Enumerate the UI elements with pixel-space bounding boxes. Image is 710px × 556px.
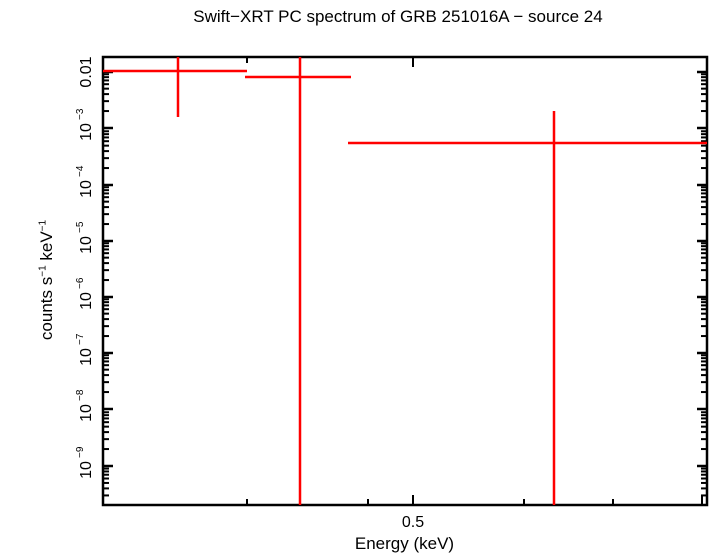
ytick-1e-3-base: 10 [78,123,95,141]
ytick-1e-9-exp: −9 [75,446,86,458]
chart-title: Swift−XRT PC spectrum of GRB 251016A − s… [193,7,603,26]
ytick-1e-4-exp: −4 [75,165,86,177]
ytick-1e-6-exp: −6 [75,277,86,289]
plot-frame [101,55,709,507]
data-point-2 [245,57,351,505]
data-series [103,57,707,505]
ytick-1e-3-exp: −3 [75,108,86,120]
xtick-0-5: 0.5 [402,514,424,531]
ytick-1e-4-base: 10 [78,180,95,198]
y-label-main: counts s [37,276,56,341]
y-major-ticks [103,70,707,468]
y-minor-ticks [103,73,707,497]
ytick-1e-8-base: 10 [78,404,95,422]
ytick-1e-8-exp: −8 [75,389,86,401]
data-point-1 [103,57,247,117]
data-point-3 [348,111,707,505]
y-tick-labels: 0.01 10 −3 10 −4 10 −5 10 −6 10 −7 10 −8 10 −9 [75,56,95,479]
ytick-1e-9-base: 10 [78,461,95,479]
y-label-exp2: −1 [37,219,49,232]
ytick-1e-5-exp: −5 [75,221,86,233]
ytick-1e-5-base: 10 [78,236,95,254]
y-label-exp1: −1 [37,265,49,277]
ytick-0-01: 0.01 [78,56,95,87]
y-label-mid: keV [37,231,56,266]
ytick-1e-7-exp: −7 [75,333,86,345]
x-ticks [246,57,703,505]
x-axis-label: Energy (keV) [354,534,455,553]
ytick-1e-6-base: 10 [78,292,95,310]
y-axis-label: counts s−1 keV−1 [37,220,57,340]
ytick-1e-7-base: 10 [78,348,95,366]
